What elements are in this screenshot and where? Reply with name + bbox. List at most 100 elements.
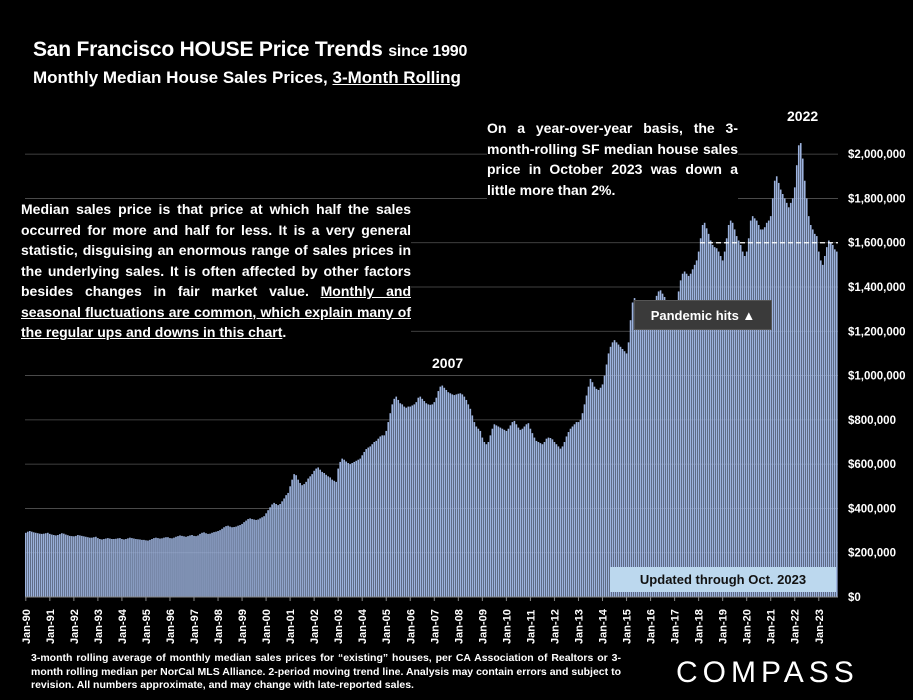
bar bbox=[77, 535, 79, 597]
y-tick-label: $400,000 bbox=[848, 503, 896, 515]
bar bbox=[535, 440, 538, 597]
x-tick-label: Jan-09 bbox=[477, 609, 489, 644]
bar bbox=[371, 444, 374, 597]
bar bbox=[459, 393, 462, 597]
bar bbox=[367, 447, 370, 597]
y-axis-ticks: $0 $200,000 $400,000 $600,000 $800,000 $1,000… bbox=[848, 149, 906, 604]
bar bbox=[735, 236, 738, 597]
bar bbox=[547, 437, 550, 597]
bar bbox=[791, 198, 794, 597]
bar bbox=[59, 534, 61, 597]
bar bbox=[403, 406, 406, 597]
bar bbox=[211, 532, 213, 597]
bar bbox=[261, 517, 263, 597]
bar bbox=[553, 442, 556, 597]
bar bbox=[271, 504, 273, 597]
bar bbox=[687, 275, 690, 597]
bar bbox=[771, 198, 774, 597]
bar bbox=[577, 422, 580, 597]
bar bbox=[467, 404, 470, 597]
bar bbox=[834, 249, 836, 598]
x-tick-label: Jan-12 bbox=[549, 609, 561, 644]
bar bbox=[321, 471, 323, 597]
bar bbox=[339, 461, 341, 597]
bar bbox=[583, 404, 586, 597]
bar bbox=[707, 233, 710, 598]
bar bbox=[561, 446, 564, 597]
bar bbox=[587, 386, 590, 597]
bar bbox=[295, 475, 297, 597]
bar bbox=[35, 532, 37, 597]
bar bbox=[819, 260, 822, 597]
bar bbox=[115, 538, 117, 597]
bar bbox=[759, 229, 762, 597]
bar bbox=[135, 538, 137, 597]
bar bbox=[789, 202, 792, 598]
peak-2007-label: 2007 bbox=[432, 355, 464, 371]
bar bbox=[273, 502, 275, 597]
bar bbox=[691, 269, 694, 597]
subtitle-prefix: Monthly Median House Sales Prices, bbox=[33, 68, 333, 87]
bar bbox=[153, 538, 155, 597]
note-left-underlined: Monthly and seasonal fluctuations are co… bbox=[21, 283, 411, 340]
bar bbox=[559, 448, 562, 597]
bar bbox=[289, 486, 291, 597]
bar bbox=[515, 424, 518, 597]
bar bbox=[623, 351, 626, 597]
bar bbox=[795, 165, 798, 597]
bar bbox=[215, 531, 217, 597]
bar bbox=[197, 535, 199, 597]
bar bbox=[621, 349, 624, 597]
bar bbox=[191, 535, 193, 597]
bar bbox=[399, 403, 402, 597]
bar bbox=[695, 260, 698, 597]
x-tick-label: Jan-14 bbox=[598, 608, 610, 644]
bar bbox=[75, 535, 77, 597]
bar bbox=[499, 427, 502, 597]
bar bbox=[635, 300, 638, 597]
y-tick-label: $0 bbox=[848, 592, 861, 604]
bar bbox=[655, 295, 658, 597]
x-tick-label: Jan-90 bbox=[21, 609, 33, 644]
bar bbox=[661, 293, 664, 597]
bar bbox=[163, 537, 165, 597]
bar bbox=[465, 399, 468, 597]
bar bbox=[669, 304, 672, 597]
bar bbox=[831, 244, 834, 597]
bar bbox=[775, 176, 778, 598]
bar bbox=[317, 467, 319, 597]
bar bbox=[103, 538, 105, 597]
bar bbox=[607, 353, 610, 597]
bar bbox=[357, 459, 360, 597]
bar bbox=[347, 463, 349, 597]
y-tick-label: $1,200,000 bbox=[848, 326, 906, 338]
bar bbox=[423, 401, 426, 597]
note-year-over-year: On a year-over-year basis, the 3-month-r… bbox=[487, 118, 738, 200]
bar bbox=[823, 256, 826, 597]
bar bbox=[341, 458, 343, 597]
bar bbox=[285, 495, 287, 597]
bar bbox=[829, 242, 832, 597]
bar bbox=[213, 532, 215, 597]
bar bbox=[443, 387, 446, 597]
bar bbox=[611, 342, 614, 597]
bar bbox=[365, 449, 368, 597]
bar bbox=[605, 364, 608, 597]
bar bbox=[337, 468, 339, 597]
bar bbox=[101, 539, 103, 597]
x-tick-label: Jan-00 bbox=[261, 609, 273, 644]
bar bbox=[651, 313, 654, 597]
bar bbox=[243, 522, 245, 597]
bar bbox=[521, 428, 524, 597]
bar bbox=[757, 225, 760, 597]
bar bbox=[333, 480, 335, 597]
bar bbox=[267, 510, 269, 597]
bar bbox=[825, 247, 828, 597]
bar bbox=[495, 425, 498, 597]
bar bbox=[241, 523, 243, 597]
bar bbox=[797, 145, 800, 598]
bar bbox=[279, 504, 281, 597]
x-tick-label: Jan-16 bbox=[646, 609, 658, 644]
bar bbox=[43, 533, 45, 597]
bar bbox=[127, 538, 129, 597]
